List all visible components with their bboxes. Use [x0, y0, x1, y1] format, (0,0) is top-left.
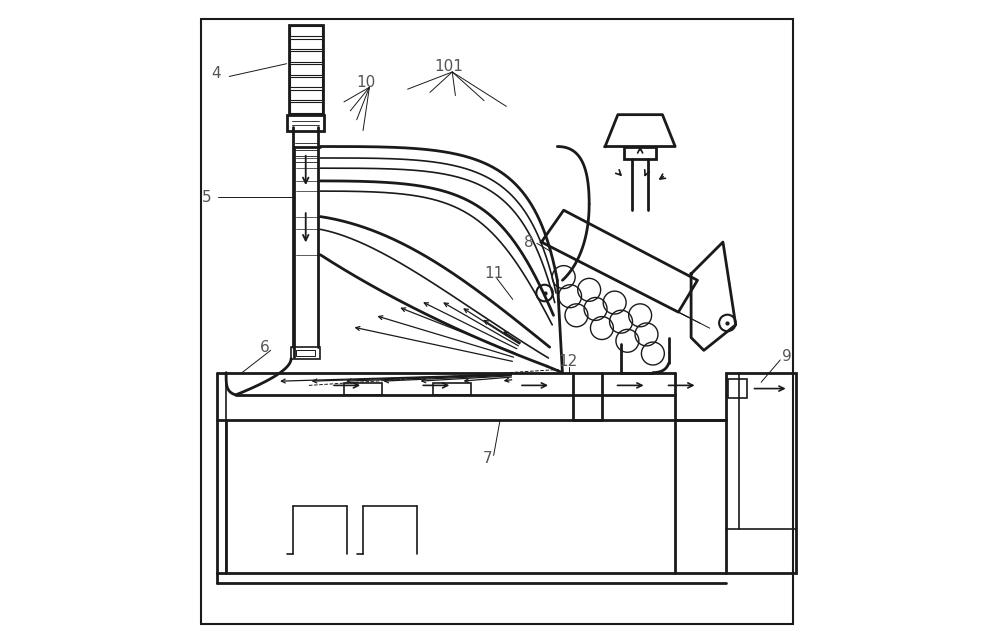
Text: 5: 5	[202, 190, 212, 205]
Text: 7: 7	[482, 451, 492, 466]
Bar	[287, 115, 324, 131]
Text: 4: 4	[212, 66, 221, 81]
Bar	[344, 383, 382, 395]
Bar	[290, 52, 322, 62]
Text: 101: 101	[435, 59, 463, 75]
Bar	[728, 379, 747, 398]
Bar	[624, 147, 656, 159]
Bar	[291, 347, 320, 359]
Text: 10: 10	[357, 75, 376, 90]
Text: 6: 6	[259, 340, 269, 355]
Bar	[290, 26, 322, 36]
Text: 12: 12	[559, 354, 578, 369]
Bar	[726, 373, 796, 573]
Bar	[290, 103, 322, 113]
Text: 9: 9	[782, 349, 792, 364]
Bar	[290, 90, 322, 100]
Bar	[289, 25, 323, 115]
Bar	[290, 77, 322, 87]
Text: 11: 11	[484, 266, 503, 282]
Bar	[290, 39, 322, 49]
Bar	[433, 383, 471, 395]
Bar	[296, 350, 315, 356]
Text: 8: 8	[524, 234, 533, 250]
Bar	[290, 64, 322, 75]
